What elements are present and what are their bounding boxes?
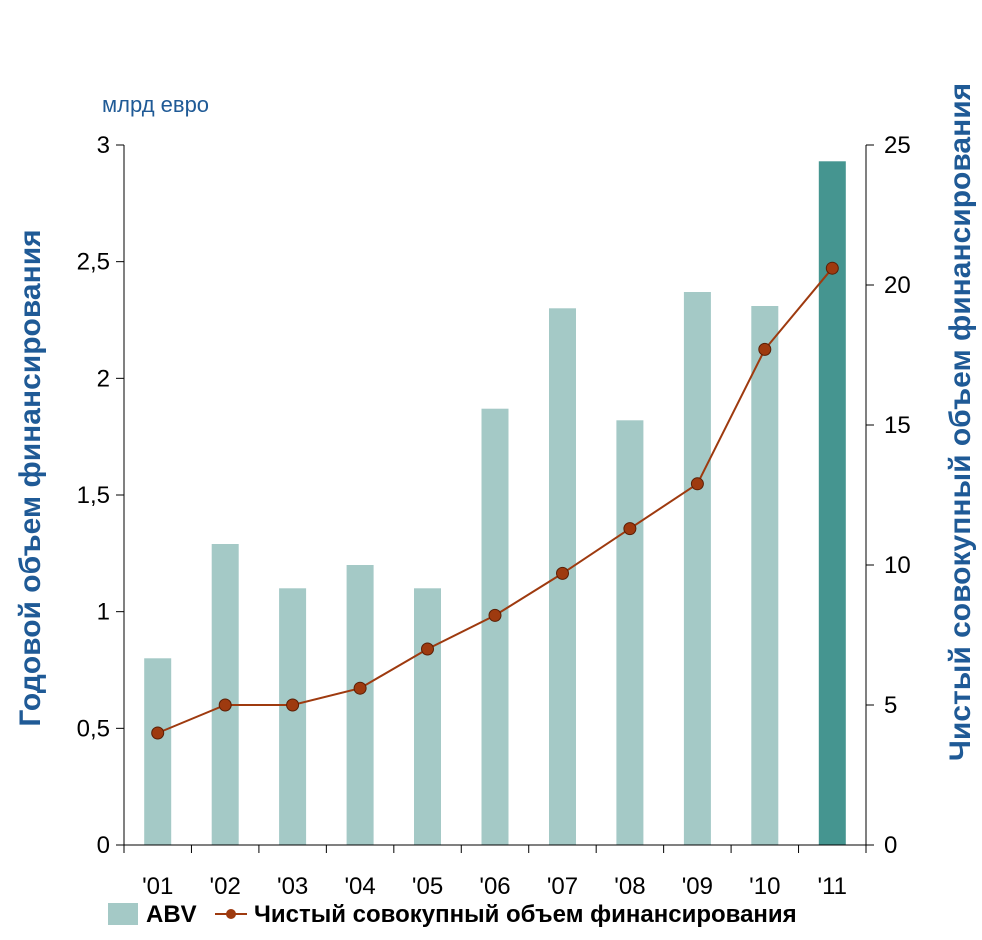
y-tick-label-5: 2,5 [77, 249, 110, 276]
bar-1 [211, 544, 239, 845]
y2-axis-title: Чистый совокупный объем финансирования [944, 83, 977, 761]
y2-tick-label-0: 0 [884, 832, 897, 859]
line-point-0 [151, 726, 165, 740]
line-point-3 [353, 681, 367, 695]
x-tick-label-0: '01 [142, 873, 173, 900]
line-point-9 [758, 342, 772, 356]
x-tick-label-2: '03 [277, 873, 308, 900]
y-tick-label-6: 3 [97, 132, 110, 159]
line-point-5 [488, 608, 502, 622]
y-tick-label-1: 0,5 [77, 715, 110, 742]
bar-2 [279, 588, 307, 845]
y-tick-label-4: 2 [97, 365, 110, 392]
x-tick-label-9: '10 [749, 873, 780, 900]
line-series-group [151, 261, 839, 740]
bars-group [144, 161, 846, 846]
bar-4 [414, 588, 441, 845]
y-tick-label-2: 1 [97, 599, 110, 626]
line-point-10 [825, 261, 839, 275]
x-tick-label-5: '06 [479, 873, 510, 900]
x-tick-label-1: '02 [210, 873, 241, 900]
axes-group: 0 0,5 1 1,5 2 2,5 3 0 5 10 15 20 25 '01 '02 '03 '04 '05 '0… [77, 132, 911, 900]
legend-swatch-marker [226, 909, 236, 919]
y2-tick-label-1: 5 [884, 692, 897, 719]
line-point-6 [556, 566, 569, 580]
legend-label-line: Чистый совокупный объем финансирования [254, 901, 797, 928]
bar-9 [751, 306, 779, 845]
unit-label: млрд евро [102, 92, 209, 117]
legend: ABV Чистый совокупный объем финансирован… [108, 901, 797, 928]
y-tick-label-0: 0 [97, 832, 110, 859]
line-point-7 [623, 522, 637, 536]
y-tick-label-3: 1,5 [77, 482, 110, 509]
legend-swatch-bar [108, 903, 138, 925]
x-tick-label-3: '04 [344, 873, 375, 900]
bar-5 [481, 408, 509, 845]
line-point-8 [690, 477, 704, 491]
y2-tick-label-2: 10 [884, 552, 911, 579]
line-point-2 [286, 698, 300, 712]
x-tick-label-10: '11 [818, 873, 848, 900]
y2-tick-label-3: 15 [884, 412, 911, 439]
bar-7 [616, 420, 644, 845]
bar-8 [683, 292, 711, 845]
bar-10 [818, 161, 846, 846]
y-axis-title: Годовой объем финансирования [14, 229, 47, 726]
y2-tick-label-4: 20 [884, 272, 911, 299]
x-tick-label-7: '08 [614, 873, 645, 900]
y2-tick-label-5: 25 [884, 132, 911, 159]
x-tick-label-4: '05 [412, 873, 443, 900]
legend-label-bar: ABV [146, 901, 197, 928]
line-point-4 [421, 642, 434, 656]
bar-0 [144, 658, 172, 845]
line-point-1 [218, 698, 232, 712]
x-tick-label-6: '07 [547, 873, 578, 900]
x-tick-label-8: '09 [682, 873, 713, 900]
bar-3 [346, 565, 374, 845]
